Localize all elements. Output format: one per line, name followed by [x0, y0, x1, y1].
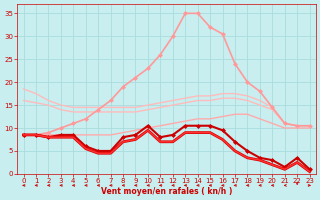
X-axis label: Vent moyen/en rafales ( kn/h ): Vent moyen/en rafales ( kn/h ) [101, 187, 232, 196]
